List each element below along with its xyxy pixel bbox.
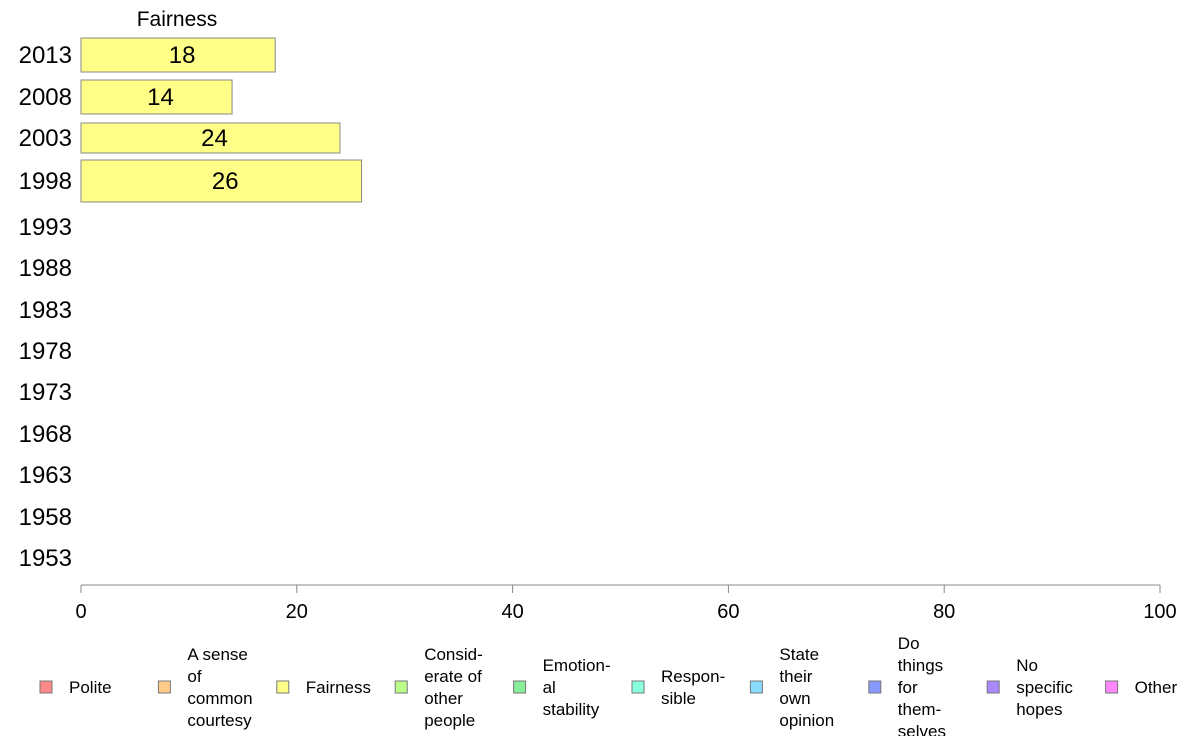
legend-label: Respon-sible bbox=[661, 667, 725, 708]
year-label-group: 2013 2008 2003 1998 1993 1988 1983 1978 1973 1968… bbox=[19, 42, 72, 572]
legend-swatch bbox=[394, 680, 408, 694]
legend-item-4: Emotion-al stability bbox=[513, 656, 611, 719]
legend: Polite A sense of common courtesy Fairness Con… bbox=[39, 634, 1178, 736]
data-label-2013: 18 bbox=[169, 42, 196, 69]
legend-item-6: State their own opinion bbox=[749, 645, 834, 730]
legend-item-9: Other bbox=[1105, 678, 1178, 697]
legend-swatch bbox=[749, 680, 763, 694]
legend-item-7: Do things for them-selves bbox=[868, 634, 946, 736]
legend-item-2: Fairness bbox=[276, 678, 371, 697]
x-tick-label-60: 60 bbox=[717, 601, 739, 623]
year-label-1988: 1988 bbox=[19, 255, 72, 282]
data-label-1998: 26 bbox=[212, 168, 239, 195]
year-label-2013: 2013 bbox=[19, 42, 72, 69]
data-label-2003: 24 bbox=[201, 125, 228, 152]
legend-label: Other bbox=[1135, 678, 1178, 697]
legend-item-0: Polite bbox=[39, 678, 112, 697]
legend-item-1: A sense of common courtesy bbox=[157, 645, 253, 730]
chart-title: Fairness bbox=[137, 8, 218, 31]
x-tick-label-100: 100 bbox=[1143, 601, 1176, 623]
bar-2008 bbox=[80, 79, 233, 115]
x-tick-label-0: 0 bbox=[75, 601, 86, 623]
legend-swatch bbox=[986, 680, 1000, 694]
legend-item-5: Respon-sible bbox=[631, 667, 725, 708]
data-label-2008: 14 bbox=[147, 84, 174, 111]
year-label-1978: 1978 bbox=[19, 338, 72, 365]
x-axis: 0 20 40 60 80 100 bbox=[75, 584, 1177, 623]
year-label-1998: 1998 bbox=[19, 168, 72, 195]
year-label-2008: 2008 bbox=[19, 84, 72, 111]
year-label-1968: 1968 bbox=[19, 421, 72, 448]
legend-label: Fairness bbox=[306, 678, 371, 697]
year-label-1963: 1963 bbox=[19, 462, 72, 489]
legend-swatch bbox=[157, 680, 171, 694]
legend-label: Do things for them-selves bbox=[898, 634, 946, 736]
bar-2013 bbox=[80, 37, 276, 73]
legend-swatch bbox=[631, 680, 645, 694]
legend-swatch bbox=[276, 680, 290, 694]
year-label-1973: 1973 bbox=[19, 379, 72, 406]
legend-swatch bbox=[868, 680, 882, 694]
legend-swatch bbox=[513, 680, 527, 694]
legend-label: Consid-erate of other people bbox=[424, 645, 483, 730]
legend-label: Polite bbox=[69, 678, 112, 697]
year-label-2003: 2003 bbox=[19, 125, 72, 152]
x-tick-label-20: 20 bbox=[286, 601, 308, 623]
legend-swatch bbox=[1105, 680, 1119, 694]
legend-label: No specific hopes bbox=[1016, 656, 1073, 719]
legend-item-3: Consid-erate of other people bbox=[394, 645, 483, 730]
legend-label: Emotion-al stability bbox=[543, 656, 611, 719]
bar-1998 bbox=[80, 159, 363, 203]
legend-item-8: No specific hopes bbox=[986, 656, 1073, 719]
legend-label: A sense of common courtesy bbox=[187, 645, 252, 730]
legend-label: State their own opinion bbox=[779, 645, 834, 730]
x-tick-label-40: 40 bbox=[501, 601, 523, 623]
bar-group: 18 14 24 26 bbox=[80, 37, 363, 203]
x-tick-label-80: 80 bbox=[933, 601, 955, 623]
bar-2003 bbox=[80, 122, 341, 154]
year-label-1958: 1958 bbox=[19, 504, 72, 531]
year-label-1953: 1953 bbox=[19, 545, 72, 572]
year-label-1993: 1993 bbox=[19, 214, 72, 241]
year-label-1983: 1983 bbox=[19, 297, 72, 324]
legend-swatch bbox=[39, 680, 53, 694]
